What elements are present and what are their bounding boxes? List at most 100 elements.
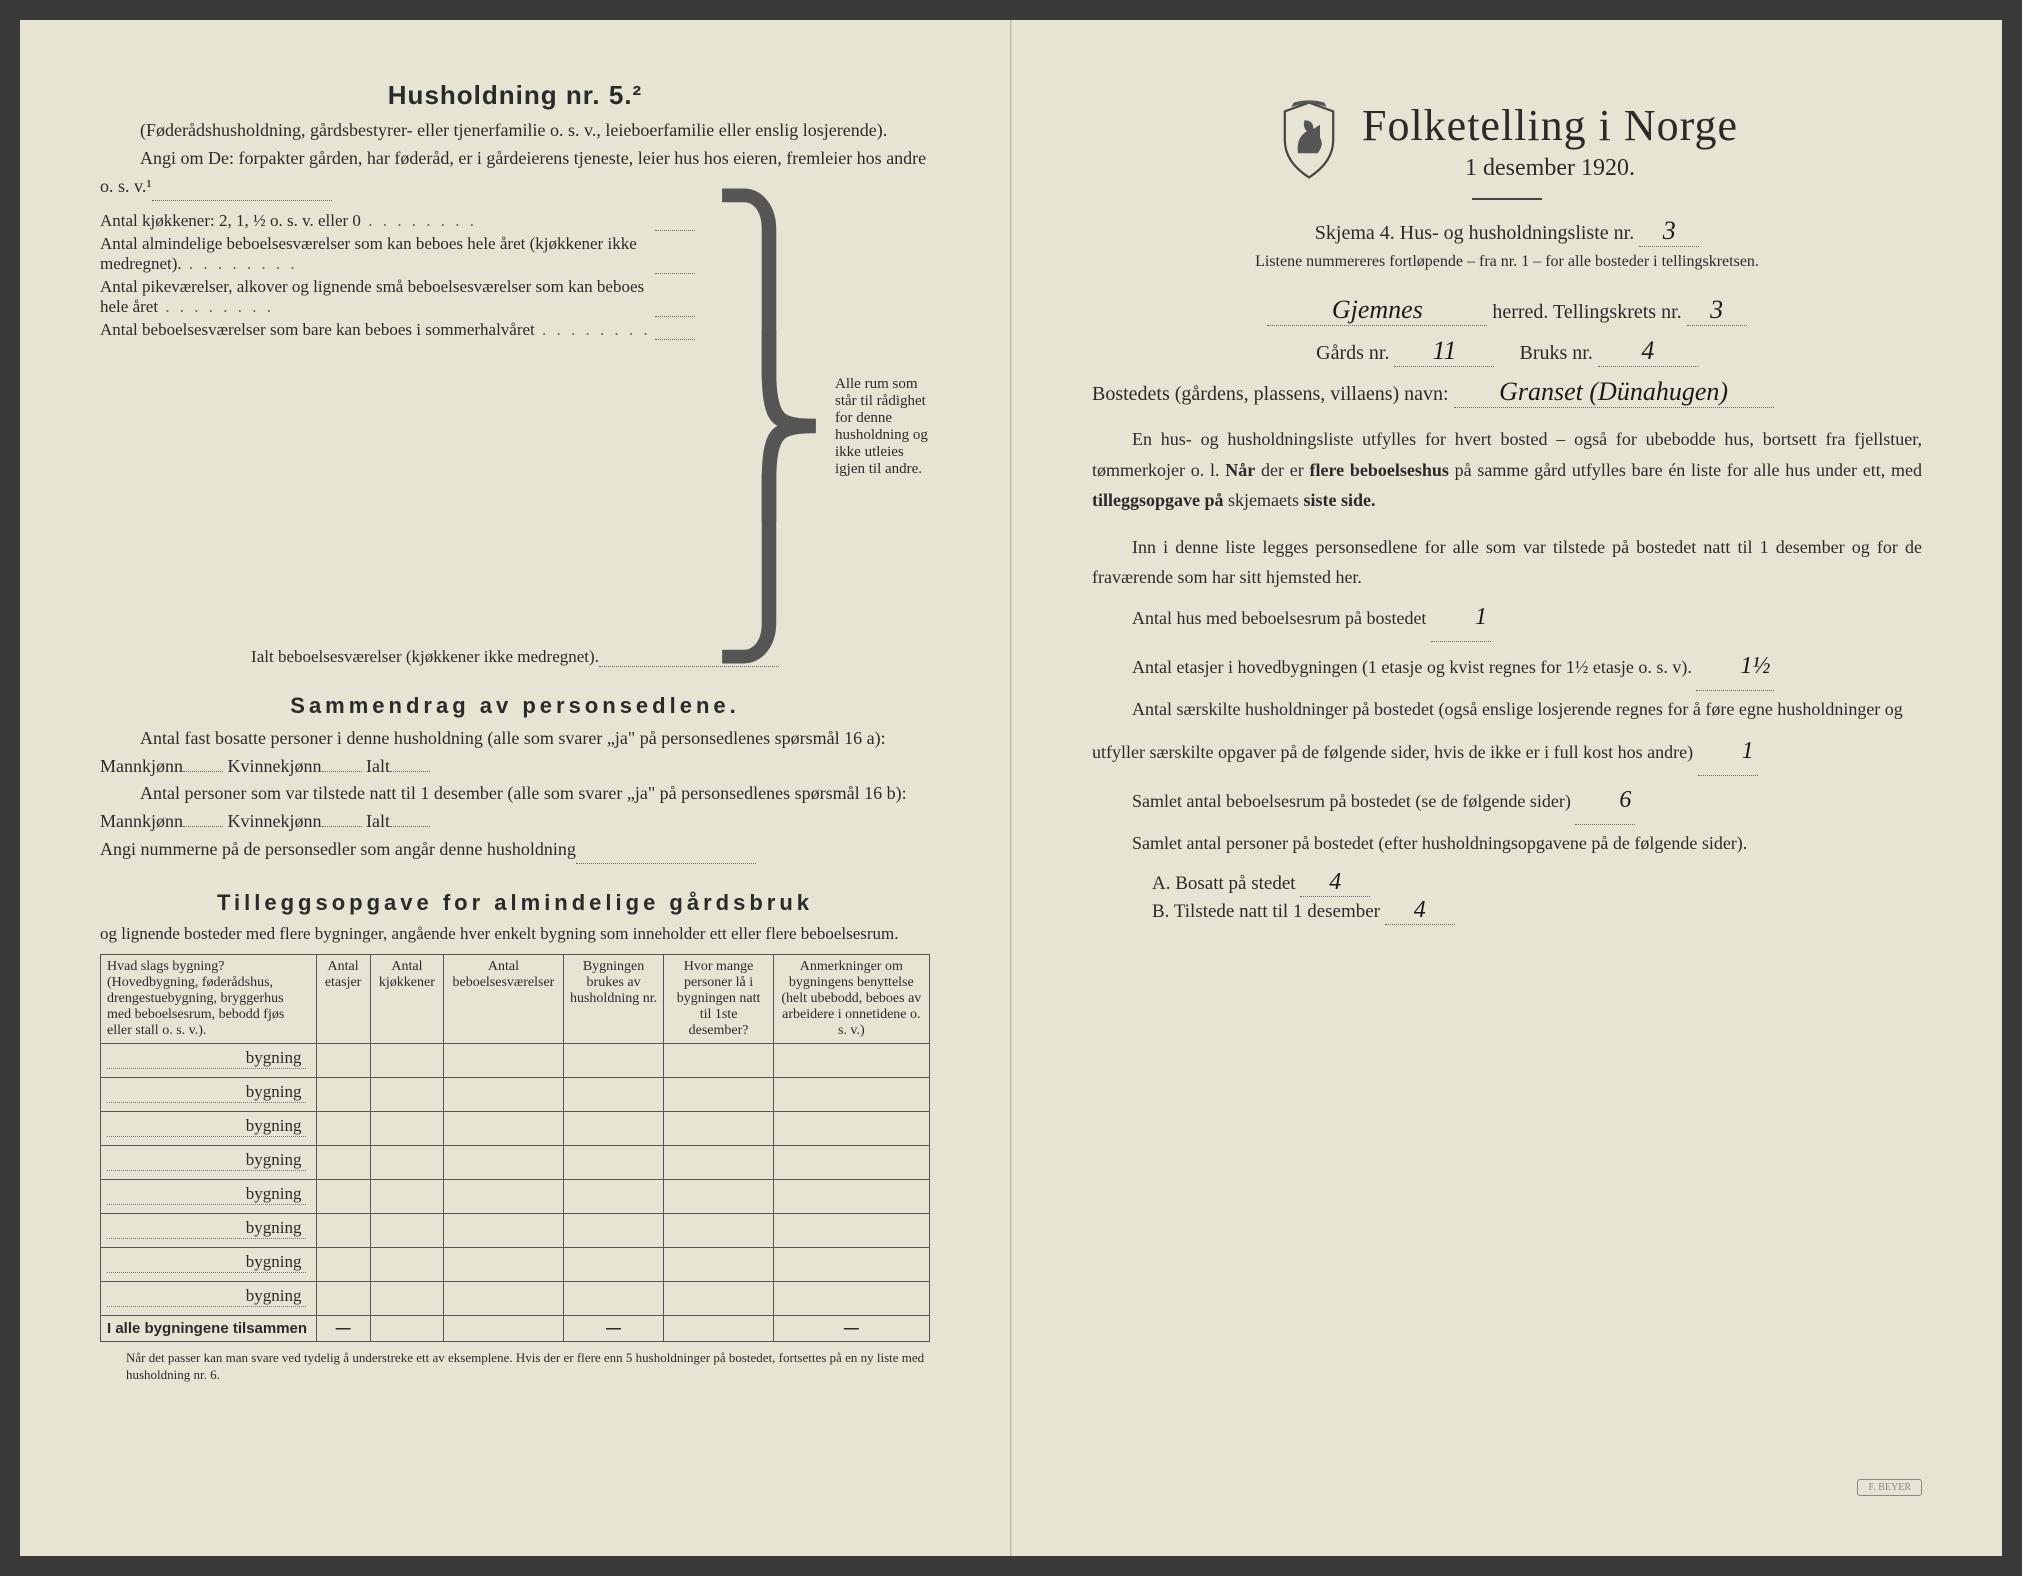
empty-cell [664, 1281, 773, 1315]
antal-4: Samlet antal beboelsesrum på bostedet (s… [1092, 776, 1922, 825]
skjema-pre: Skjema 4. Hus- og husholdningsliste nr. [1315, 222, 1634, 244]
empty-cell [316, 1077, 370, 1111]
samm-ialt: Ialt [366, 756, 390, 776]
empty-cell [773, 1077, 929, 1111]
th-bygning: Hvad slags bygning? (Hovedbygning, føder… [101, 954, 317, 1043]
intro-paren: (Føderådshusholdning, gårdsbestyrer- ell… [100, 117, 930, 145]
empty-cell [316, 1179, 370, 1213]
a3-lbl: Antal særskilte husholdninger på bostede… [1092, 699, 1903, 762]
fill-gap [390, 826, 430, 827]
brace-wrap: ⎫⎬⎭ Alle rum som står til rådighet for d… [709, 211, 930, 643]
empty-cell [316, 1247, 370, 1281]
kitchen-text: Antal almindelige beboelsesværelser som … [100, 234, 655, 274]
a1-val: 1 [1431, 593, 1491, 642]
bosted-row: Bostedets (gårdens, plassens, villaens) … [1092, 377, 1922, 408]
empty-cell [664, 1043, 773, 1077]
th-etasjer: Antal etasjer [316, 954, 370, 1043]
kitchen-line: Antal beboelsesværelser som bare kan beb… [100, 320, 695, 340]
empty-cell [773, 1179, 929, 1213]
para2: Inn i denne liste legges personsedlene f… [1092, 532, 1922, 593]
th-personer: Hvor mange personer lå i bygningen natt … [664, 954, 773, 1043]
empty-cell [664, 1145, 773, 1179]
title-row: Folketelling i Norge 1 desember 1920. [1092, 100, 1922, 182]
th-vaerelser: Antal beboelsesværelser [444, 954, 563, 1043]
empty-cell [773, 1213, 929, 1247]
tillegg-tbody: bygningbygningbygningbygningbygningbygni… [101, 1043, 930, 1315]
fill-gap [322, 826, 362, 827]
empty-cell [444, 1145, 563, 1179]
fill-gap [390, 771, 430, 772]
table-row: bygning [101, 1145, 930, 1179]
a4-val: 6 [1575, 776, 1635, 825]
ab-a-lbl: A. Bosatt på stedet [1152, 873, 1296, 894]
document-spread: Husholdning nr. 5.² (Føderådshusholdning… [20, 20, 2002, 1556]
bruks-val: 4 [1598, 336, 1698, 367]
table-row: bygning [101, 1247, 930, 1281]
bygning-cell: bygning [101, 1247, 317, 1281]
samm-l1a: Antal fast bosatte personer i denne hush… [100, 728, 886, 776]
fill-gap [576, 863, 756, 864]
bosted-val: Granset (Dünahugen) [1454, 377, 1774, 408]
table-row: bygning [101, 1281, 930, 1315]
samm-kv: Kvinnekjønn [228, 756, 322, 776]
title-block: Folketelling i Norge 1 desember 1920. [1362, 100, 1738, 182]
sub-date: 1 desember 1920. [1362, 155, 1738, 182]
kitchen-line: Antal kjøkkener: 2, 1, ½ o. s. v. eller … [100, 211, 695, 231]
sum-dash: — [316, 1315, 370, 1341]
listene: Listene nummereres fortløpende – fra nr.… [1092, 253, 1922, 271]
sum-dash: — [563, 1315, 664, 1341]
empty-cell [563, 1077, 664, 1111]
empty-cell [370, 1179, 444, 1213]
bygning-cell: bygning [101, 1213, 317, 1247]
empty-cell [316, 1043, 370, 1077]
footnote: Når det passer kan man svare ved tydelig… [100, 1350, 930, 1384]
empty-cell [370, 1043, 444, 1077]
right-page: Folketelling i Norge 1 desember 1920. Sk… [1011, 20, 2002, 1556]
fill-gap [655, 211, 695, 231]
tillegg-thead: Hvad slags bygning? (Hovedbygning, føder… [101, 954, 930, 1043]
bygning-label: bygning [107, 1184, 306, 1205]
sum-cell [444, 1315, 563, 1341]
ialt-text: Ialt beboelsesværelser (kjøkkener ikke m… [251, 647, 599, 666]
kitchen-lines: Antal kjøkkener: 2, 1, ½ o. s. v. eller … [100, 211, 695, 643]
fill-gap [183, 826, 223, 827]
a4-lbl: Samlet antal beboelsesrum på bostedet (s… [1132, 791, 1571, 811]
brace-text: Alle rum som står til rådighet for denne… [835, 376, 930, 478]
empty-cell [316, 1111, 370, 1145]
bold-nar: Når [1225, 460, 1255, 480]
ab-b: B. Tilstede natt til 1 desember 4 [1152, 897, 1922, 925]
a2-val: 1½ [1696, 642, 1774, 691]
a3-val: 1 [1698, 727, 1758, 776]
empty-cell [664, 1179, 773, 1213]
ab-b-val: 4 [1385, 897, 1455, 925]
bygning-cell: bygning [101, 1111, 317, 1145]
tillegg-sum-row: I alle bygningene tilsammen — — — [101, 1315, 930, 1341]
sum-cell [664, 1315, 773, 1341]
para2-text: Inn i denne liste legges personsedlene f… [1092, 532, 1922, 593]
bold-siste: siste side. [1304, 490, 1376, 510]
herred-lbl: herred. Tellingskrets nr. [1492, 301, 1681, 323]
bygning-label: bygning [107, 1150, 306, 1171]
printer-stamp: F. BEYER [1857, 1479, 1922, 1496]
sum-dash: — [773, 1315, 929, 1341]
bygning-cell: bygning [101, 1043, 317, 1077]
table-row: bygning [101, 1179, 930, 1213]
samm-l3: Angi nummerne på de personsedler som ang… [100, 839, 576, 859]
samm-line3: Angi nummerne på de personsedler som ang… [100, 836, 930, 864]
samm-l2a: Antal personer som var tilstede natt til… [100, 783, 907, 831]
kitchen-line: Antal almindelige beboelsesværelser som … [100, 234, 695, 274]
table-row: bygning [101, 1043, 930, 1077]
bygning-cell: bygning [101, 1179, 317, 1213]
empty-cell [370, 1247, 444, 1281]
bosted-lbl: Bostedets (gårdens, plassens, villaens) … [1092, 383, 1449, 405]
bygning-cell: bygning [101, 1281, 317, 1315]
herred-val: Gjemnes [1267, 295, 1487, 326]
empty-cell [664, 1077, 773, 1111]
tillegg-header-row: Hvad slags bygning? (Hovedbygning, føder… [101, 954, 930, 1043]
th-hushold: Bygningen brukes av husholdning nr. [563, 954, 664, 1043]
empty-cell [316, 1213, 370, 1247]
fill-gap [322, 771, 362, 772]
samm-line2: Antal personer som var tilstede natt til… [100, 780, 930, 836]
fill-gap [183, 771, 223, 772]
antal-1: Antal hus med beboelsesrum på bostedet 1 [1092, 593, 1922, 642]
